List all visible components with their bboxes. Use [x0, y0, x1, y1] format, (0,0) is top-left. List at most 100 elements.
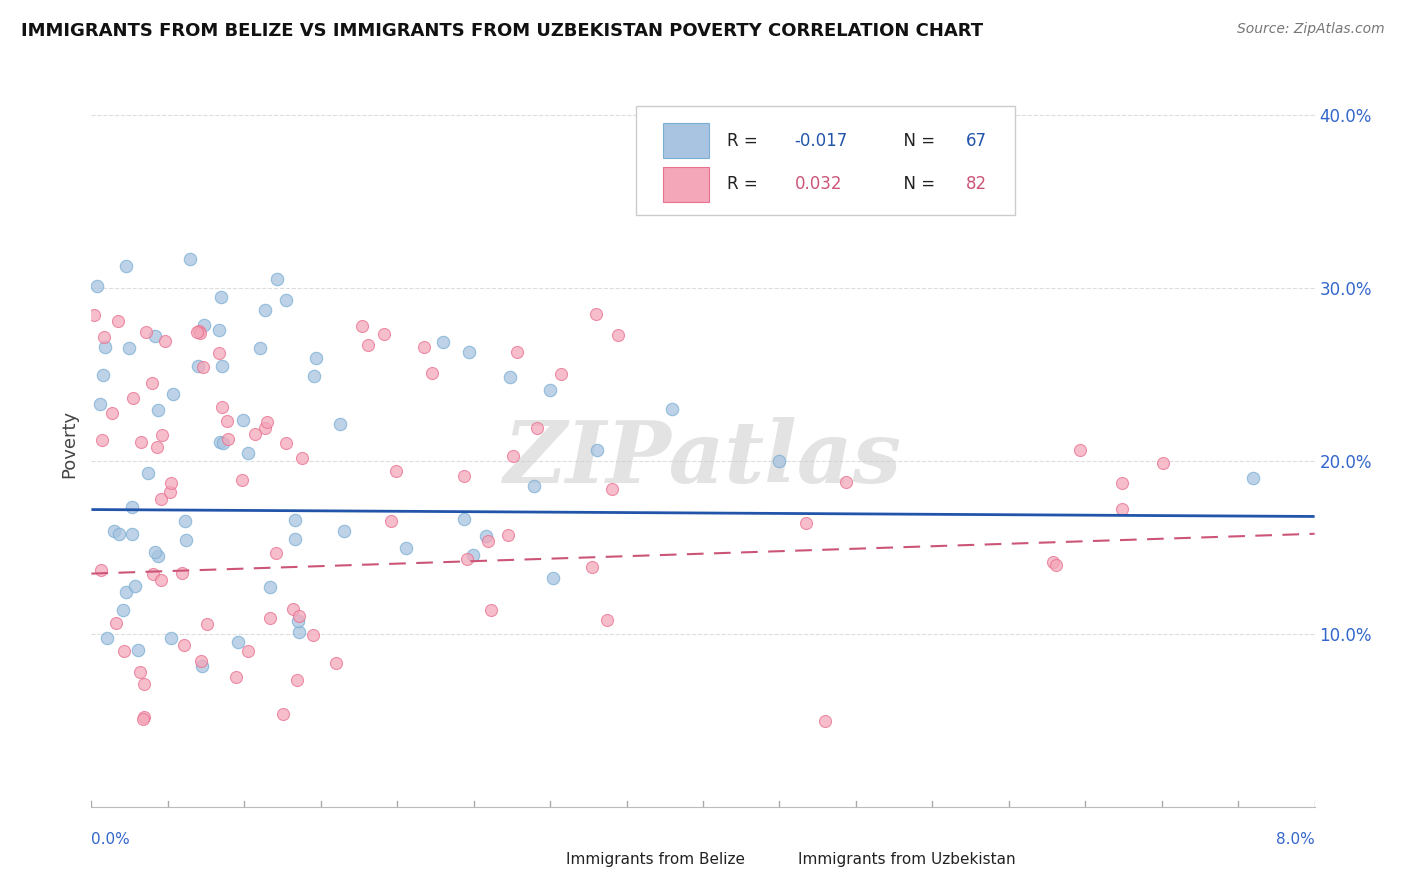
- Point: [103, 524, 125, 539]
- Point: [1042, 555, 1064, 569]
- Point: [302, 628, 325, 642]
- Point: [596, 613, 619, 627]
- Point: [456, 552, 478, 566]
- Text: 82: 82: [966, 175, 987, 194]
- FancyBboxPatch shape: [636, 106, 1015, 215]
- Point: [538, 384, 561, 398]
- Text: 0.032: 0.032: [794, 175, 842, 194]
- Point: [259, 611, 281, 625]
- Point: [380, 514, 402, 528]
- Point: [1152, 456, 1174, 470]
- Point: [835, 475, 858, 490]
- Point: [193, 360, 215, 375]
- Text: -0.017: -0.017: [794, 132, 848, 150]
- Point: [162, 386, 184, 401]
- Point: [253, 303, 276, 318]
- Point: [432, 334, 454, 349]
- Point: [231, 474, 253, 488]
- Point: [284, 513, 307, 527]
- Point: [479, 603, 502, 617]
- Point: [325, 657, 347, 671]
- Point: [121, 526, 143, 541]
- Point: [94, 340, 117, 354]
- Point: [195, 616, 218, 631]
- FancyBboxPatch shape: [758, 846, 789, 873]
- Text: IMMIGRANTS FROM BELIZE VS IMMIGRANTS FROM UZBEKISTAN POVERTY CORRELATION CHART: IMMIGRANTS FROM BELIZE VS IMMIGRANTS FRO…: [21, 22, 983, 40]
- Point: [83, 309, 105, 323]
- Point: [173, 514, 195, 528]
- Point: [329, 417, 352, 431]
- Point: [146, 440, 169, 454]
- Point: [288, 625, 311, 640]
- Point: [253, 420, 276, 434]
- Point: [124, 579, 146, 593]
- Point: [304, 351, 326, 366]
- Point: [146, 402, 169, 417]
- Point: [115, 585, 138, 599]
- Point: [453, 469, 475, 483]
- Point: [141, 376, 163, 391]
- Point: [814, 714, 837, 728]
- Point: [127, 643, 149, 657]
- Point: [225, 670, 247, 684]
- Text: ZIPatlas: ZIPatlas: [503, 417, 903, 500]
- Point: [505, 345, 527, 359]
- Text: 8.0%: 8.0%: [1275, 832, 1315, 847]
- Point: [129, 665, 152, 679]
- Point: [333, 524, 356, 538]
- Point: [187, 359, 209, 373]
- Point: [150, 573, 173, 587]
- Text: 0.0%: 0.0%: [91, 832, 131, 847]
- Point: [160, 476, 183, 491]
- Point: [463, 548, 485, 562]
- Point: [420, 367, 443, 381]
- Point: [121, 500, 143, 515]
- Point: [768, 454, 790, 468]
- Point: [115, 259, 138, 273]
- Point: [274, 436, 297, 450]
- Point: [132, 677, 155, 691]
- Point: [249, 341, 271, 355]
- Point: [412, 340, 434, 354]
- Point: [357, 337, 380, 351]
- Text: Source: ZipAtlas.com: Source: ZipAtlas.com: [1237, 22, 1385, 37]
- Point: [217, 414, 239, 428]
- Point: [187, 324, 209, 338]
- Text: R =: R =: [727, 132, 763, 150]
- Point: [188, 326, 211, 340]
- Point: [207, 346, 229, 360]
- Point: [474, 529, 496, 543]
- Point: [143, 328, 166, 343]
- Point: [352, 319, 374, 334]
- Point: [211, 400, 233, 414]
- Point: [131, 434, 153, 449]
- Point: [86, 278, 108, 293]
- Y-axis label: Poverty: Poverty: [60, 409, 79, 478]
- Point: [283, 602, 305, 616]
- Point: [373, 327, 395, 342]
- Point: [550, 367, 572, 381]
- Point: [259, 580, 281, 594]
- Point: [585, 307, 607, 321]
- Text: 67: 67: [966, 132, 987, 150]
- Point: [266, 271, 288, 285]
- Point: [150, 428, 173, 442]
- Point: [173, 638, 195, 652]
- Point: [217, 432, 239, 446]
- Text: Immigrants from Belize: Immigrants from Belize: [567, 852, 745, 867]
- Point: [143, 545, 166, 559]
- Point: [228, 635, 250, 649]
- Point: [159, 484, 181, 499]
- Point: [1111, 502, 1133, 516]
- Point: [273, 706, 295, 721]
- Point: [395, 541, 418, 555]
- Point: [232, 413, 254, 427]
- Point: [212, 436, 235, 450]
- Point: [190, 654, 212, 668]
- Point: [91, 368, 114, 383]
- Point: [287, 673, 309, 688]
- Point: [581, 559, 603, 574]
- Point: [453, 512, 475, 526]
- Point: [236, 644, 259, 658]
- Point: [118, 342, 141, 356]
